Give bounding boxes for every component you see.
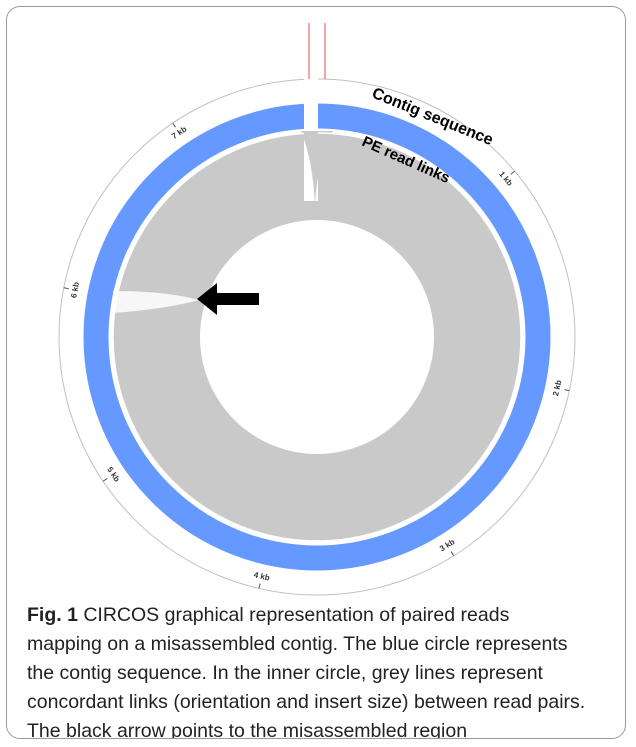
scale-tick-mark	[102, 478, 108, 482]
scale-tick-mark	[172, 122, 176, 128]
scale-tick-label: 6 kb	[69, 281, 81, 299]
scale-tick-label: 1 kb	[497, 170, 514, 188]
scale-tick-mark	[63, 287, 69, 290]
scale-tick-mark	[564, 389, 570, 392]
figure-caption: Fig. 1 CIRCOS graphical representation o…	[27, 601, 587, 739]
scale-tick-label: 4 kb	[253, 570, 271, 582]
caption-label: Fig. 1	[27, 604, 78, 626]
read-links-ring	[113, 133, 521, 541]
circos-plot: 1 kb2 kb3 kb4 kb5 kb6 kb7 kb Contig sequ…	[58, 23, 576, 596]
misassembly-arrow	[197, 283, 259, 315]
misassembly-fan	[113, 291, 199, 313]
scale-tick-label: 2 kb	[551, 379, 563, 397]
outer-scale-circle	[58, 78, 576, 596]
scale-tick-label: 3 kb	[438, 537, 456, 553]
figure-panel: 1 kb 2 kb 3 kb 4 kb 5 kb 6 kb 7 kb Contig sequ…	[6, 6, 626, 739]
scale-tick-mark	[510, 170, 515, 175]
read-links-gap-fan	[301, 131, 333, 206]
scale-tick-mark	[450, 551, 455, 557]
links-inner-border	[112, 132, 522, 542]
contig-ring	[83, 103, 551, 571]
scale-tick-label: 7 kb	[170, 124, 188, 140]
scale-tick-label: 5 kb	[105, 465, 121, 483]
scale-tick-mark	[258, 583, 261, 589]
caption-text: CIRCOS graphical representation of paire…	[27, 604, 586, 739]
